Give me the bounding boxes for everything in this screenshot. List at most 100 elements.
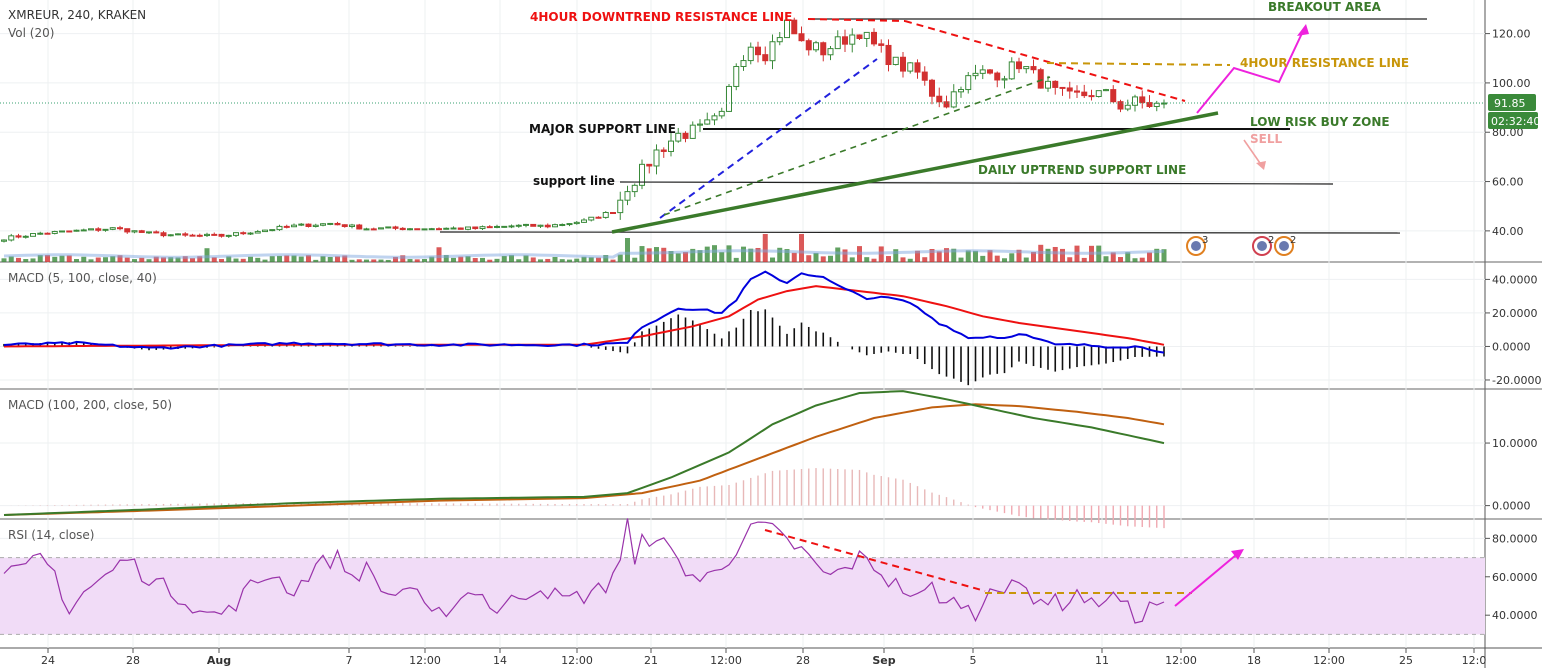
volume-bar [161,257,166,262]
volume-bar [762,234,768,262]
volume-bar [907,258,913,262]
volume-bar [1060,248,1065,262]
volume-bar [117,255,123,262]
candle-body [566,223,573,226]
candle-body [1066,87,1073,92]
volume-bar [342,255,348,262]
volume-bar [233,258,239,262]
candle-body [660,149,667,152]
candle-body [769,41,776,62]
volume-bar [813,252,819,262]
volume-bar [922,257,928,262]
candle-body [1030,66,1037,71]
volume-bar [530,257,536,262]
candle-body [66,230,73,233]
candle-body [189,234,196,237]
volume-bar [110,256,116,262]
volume-bar [313,259,319,262]
candle-body [196,234,203,237]
candle-body [240,232,247,235]
candle-body [1117,101,1124,110]
candle-body [697,123,703,126]
countdown-text: 02:32:40 [1491,115,1540,128]
time-tick-label: 18 [1247,654,1261,667]
candle-body [356,224,363,230]
candle-body [1153,102,1160,107]
volume-bar [574,258,580,262]
volume-bar [371,259,377,262]
volume-bar [538,259,543,262]
annotation-breakout-area: BREAKOUT AREA [1268,0,1382,14]
time-tick-label: 5 [970,654,977,667]
volume-bar [712,245,717,262]
candle-body [726,85,732,112]
macd2-title: MACD (100, 200, close, 50) [8,398,173,412]
volume-bar [886,256,891,262]
volume-bar [132,259,137,262]
volume-bar [52,256,58,262]
event-badge-count: 2 [1290,235,1296,246]
volume-bar [980,255,986,262]
value-tick-label: 60.00 [1492,176,1524,189]
candle-body [167,234,174,237]
volume-bar [893,249,899,262]
volume-bar [661,247,667,262]
time-tick-label: 28 [796,654,810,667]
annotation-major-support: MAJOR SUPPORT LINE [529,122,676,136]
candle-body [537,224,544,227]
volume-bar [625,238,630,262]
volume-bar [617,254,623,262]
last-price-badge [1488,94,1536,112]
volume-bar [1067,257,1073,262]
candle-body [1059,86,1066,89]
candle-body [421,228,428,231]
volume-bar [37,255,43,262]
candle-body [1016,61,1022,70]
daily-uptrend-support-line [611,111,1219,234]
candle-body [581,219,587,223]
volume-bar [726,245,732,262]
volume-bar [443,255,449,262]
volume-bar [1002,258,1007,262]
volume-bar [1103,256,1109,262]
candle-body [153,231,160,234]
volume-bar [291,255,297,262]
candle-body [51,230,58,234]
candle-body [784,19,790,39]
candle-body [37,232,44,235]
candle-body [762,54,769,62]
candle-body [59,230,65,233]
volume-bar [407,259,413,262]
candle-body [805,40,812,51]
volume-bar [690,248,696,262]
candle-body [131,230,138,233]
candle-body [1088,95,1095,98]
candle-body [341,224,348,228]
rsi-line [3,518,1165,624]
candle-body [813,42,819,51]
candle-body [631,184,638,193]
candle-body [22,235,29,238]
candle-body [443,227,450,230]
candle-body [392,226,399,229]
volume-bar [139,257,145,262]
candle-body [88,228,94,231]
value-tick-label: 10.0000 [1492,437,1538,450]
volume-bar [1,258,7,262]
candle-body [907,62,914,72]
volume-bar [806,255,812,262]
event-badge-core [1279,241,1289,251]
volume-bar [66,255,72,262]
macd2-fast-line [3,390,1165,516]
volume-bar [306,255,311,262]
volume-bar [755,247,761,262]
candle-body [610,212,616,215]
volume-bar [958,257,964,262]
candle-body [776,37,783,43]
candle-body [283,225,290,228]
candle-body [675,132,682,142]
candle-body [363,228,370,231]
value-tick-label: 80.00 [1492,126,1524,139]
